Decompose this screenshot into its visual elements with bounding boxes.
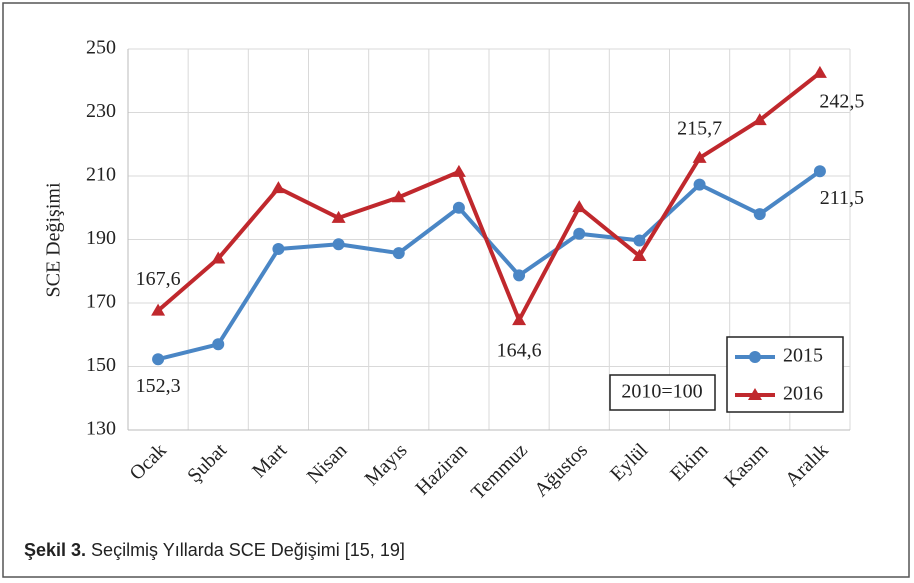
marker: [753, 208, 766, 221]
legend-label: 2016: [783, 383, 823, 405]
marker: [632, 249, 647, 262]
y-tick-label: 170: [86, 291, 116, 313]
y-axis-label: SCE Değişimi: [43, 182, 65, 297]
marker: [633, 234, 646, 247]
marker: [572, 200, 587, 213]
marker: [152, 353, 165, 366]
caption-label: Şekil 3.: [24, 540, 86, 560]
marker: [211, 251, 226, 264]
marker: [813, 165, 826, 178]
data-label: 164,6: [497, 340, 542, 362]
data-label: 242,5: [819, 90, 864, 112]
marker: [573, 227, 586, 240]
caption-text: Seçilmiş Yıllarda SCE Değişimi [15, 19]: [86, 540, 405, 560]
marker: [271, 181, 286, 194]
marker: [452, 201, 465, 214]
data-label: 167,6: [136, 268, 181, 290]
marker: [332, 238, 345, 251]
annotation: 2010=100: [621, 381, 702, 403]
marker: [151, 303, 166, 316]
y-tick-label: 190: [86, 227, 116, 249]
marker: [272, 243, 285, 256]
marker: [749, 351, 761, 363]
marker: [392, 247, 405, 260]
data-label: 211,5: [820, 187, 864, 209]
caption: Şekil 3. Seçilmiş Yıllarda SCE Değişimi …: [24, 540, 405, 560]
y-tick-label: 250: [86, 37, 116, 59]
marker: [748, 388, 762, 400]
marker: [693, 178, 706, 191]
marker: [391, 190, 406, 203]
y-tick-label: 150: [86, 354, 116, 376]
legend-box: [726, 336, 844, 413]
legend-label: 2015: [783, 345, 823, 367]
y-tick-label: 210: [86, 164, 116, 186]
marker: [692, 150, 707, 163]
marker: [451, 164, 466, 177]
data-label: 215,7: [677, 117, 722, 139]
marker: [513, 269, 526, 282]
marker: [512, 313, 527, 326]
y-tick-label: 230: [86, 100, 116, 122]
y-tick-label: 130: [86, 418, 116, 440]
annotation-box: [609, 374, 716, 411]
marker: [331, 210, 346, 223]
marker: [812, 65, 827, 78]
data-label: 152,3: [136, 375, 181, 397]
marker: [752, 113, 767, 126]
series-line: [156, 71, 822, 323]
marker: [212, 338, 225, 351]
